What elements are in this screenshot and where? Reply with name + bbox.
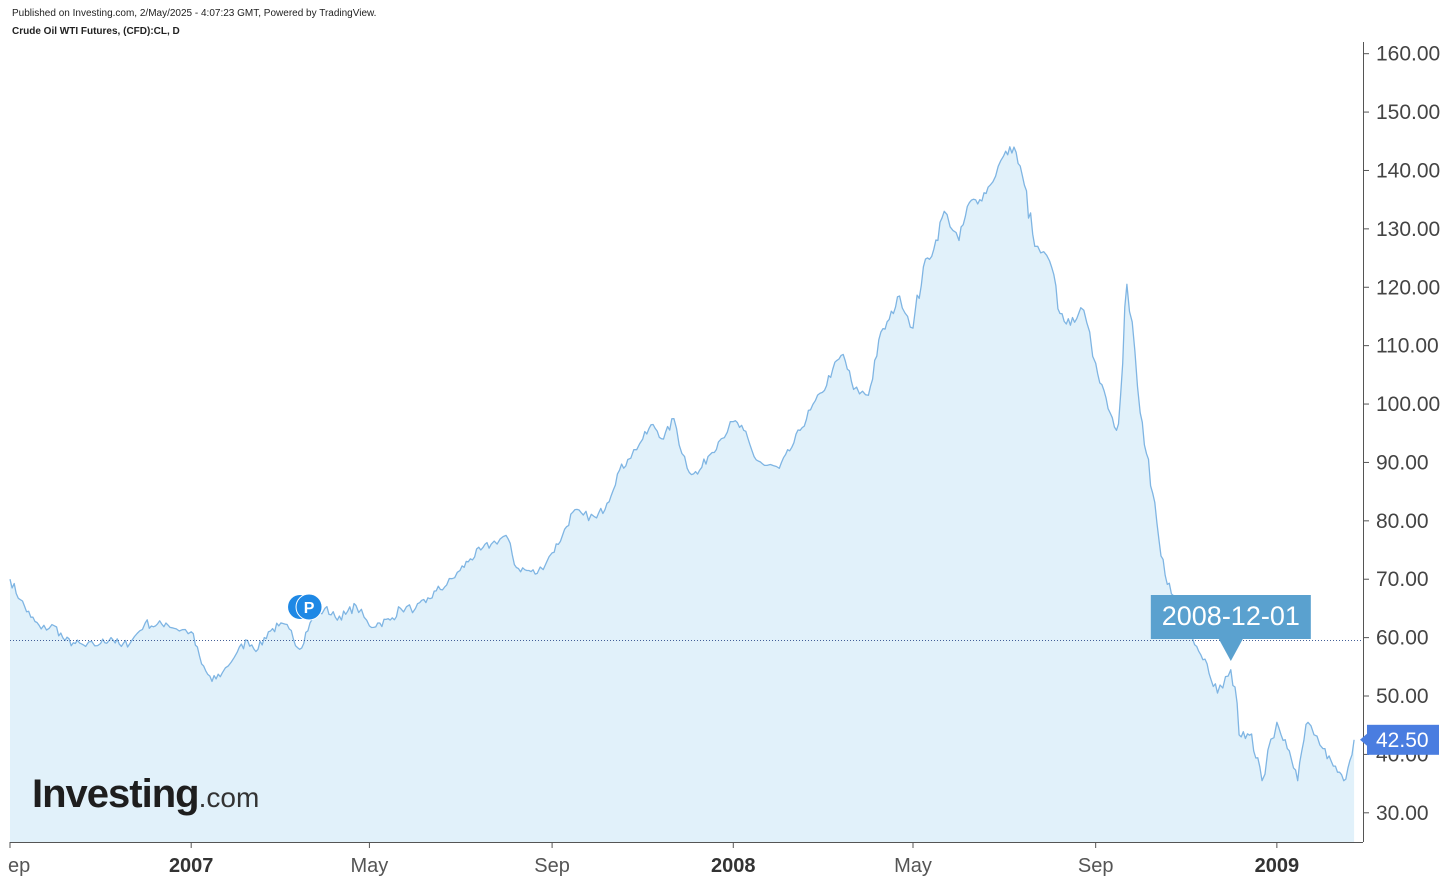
plot-area[interactable] — [9, 146, 1355, 843]
price-tick-label: 80.00 — [1376, 510, 1429, 533]
last-price-label: 42.50 — [1376, 729, 1429, 752]
price-tick-label: 140.00 — [1376, 159, 1440, 182]
last-price-tag — [1367, 724, 1439, 755]
logo-suffix: .com — [198, 782, 260, 813]
date-marker-pointer — [1218, 639, 1243, 661]
price-tick-label: 70.00 — [1376, 568, 1429, 591]
price-tick-label: 110.00 — [1376, 335, 1439, 358]
price-tick-label: 30.00 — [1376, 802, 1429, 825]
investing-logo: Investing.com — [32, 772, 259, 817]
time-tick-label: 2007 — [169, 855, 214, 877]
series-line[interactable] — [9, 146, 1355, 782]
logo-wordmark: Investing — [32, 772, 200, 816]
price-tick-label: 50.00 — [1376, 685, 1429, 708]
date-marker-box — [1150, 595, 1311, 639]
time-tick-label: ep — [8, 855, 30, 877]
price-tick-label: 60.00 — [1376, 627, 1429, 650]
price-tick-label: 160.00 — [1376, 43, 1440, 66]
price-tick-label: 90.00 — [1376, 451, 1429, 474]
time-tick-label: May — [894, 855, 932, 877]
symbol-title: Crude Oil WTI Futures, (CFD):CL, D — [12, 26, 180, 37]
event-badge[interactable] — [295, 593, 323, 621]
publish-info: Published on Investing.com, 2/May/2025 -… — [12, 8, 377, 19]
price-tick-label: 130.00 — [1376, 218, 1440, 241]
price-tick-label: 150.00 — [1376, 101, 1440, 124]
series-area — [10, 146, 1355, 843]
event-badge-letter: P — [304, 600, 315, 617]
price-tick-label: 120.00 — [1376, 276, 1440, 299]
price-tick-label: 100.00 — [1376, 393, 1440, 416]
time-tick-label: 2008 — [711, 855, 756, 877]
chart-overlay: 2008-12-01 42.50 P — [10, 593, 1439, 755]
time-axis[interactable]: ep 2007 May Sep 2008 May Sep 2009 — [8, 842, 1363, 877]
time-tick-label: 2009 — [1255, 855, 1300, 877]
time-tick-label: Sep — [1078, 855, 1114, 877]
last-price-tag-pointer — [1360, 733, 1367, 746]
price-axis[interactable]: 30.0040.0050.0060.0070.0080.0090.00100.0… — [1363, 42, 1440, 842]
time-tick-label: Sep — [534, 855, 570, 877]
date-marker-label: 2008-12-01 — [1162, 601, 1300, 631]
time-tick-label: May — [351, 855, 389, 877]
